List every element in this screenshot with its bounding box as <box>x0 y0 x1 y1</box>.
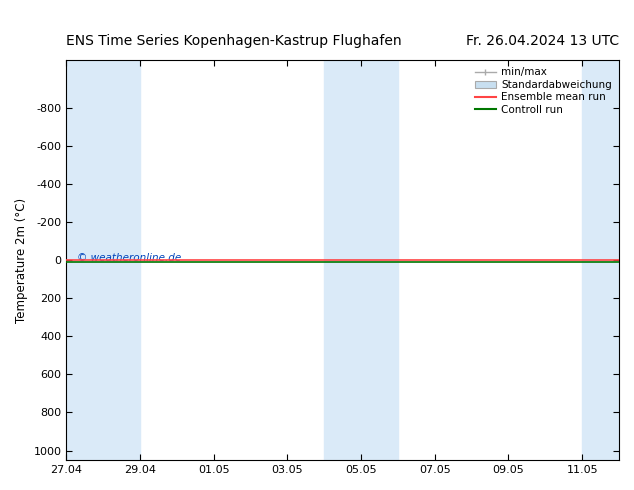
Text: © weatheronline.de: © weatheronline.de <box>77 253 182 263</box>
Text: Fr. 26.04.2024 13 UTC: Fr. 26.04.2024 13 UTC <box>466 34 619 48</box>
Bar <box>582 60 619 460</box>
Text: ENS Time Series Kopenhagen-Kastrup Flughafen: ENS Time Series Kopenhagen-Kastrup Flugh… <box>67 34 402 48</box>
Y-axis label: Temperature 2m (°C): Temperature 2m (°C) <box>15 197 28 322</box>
Bar <box>324 60 398 460</box>
Legend: min/max, Standardabweichung, Ensemble mean run, Controll run: min/max, Standardabweichung, Ensemble me… <box>473 65 614 117</box>
Bar <box>67 60 140 460</box>
